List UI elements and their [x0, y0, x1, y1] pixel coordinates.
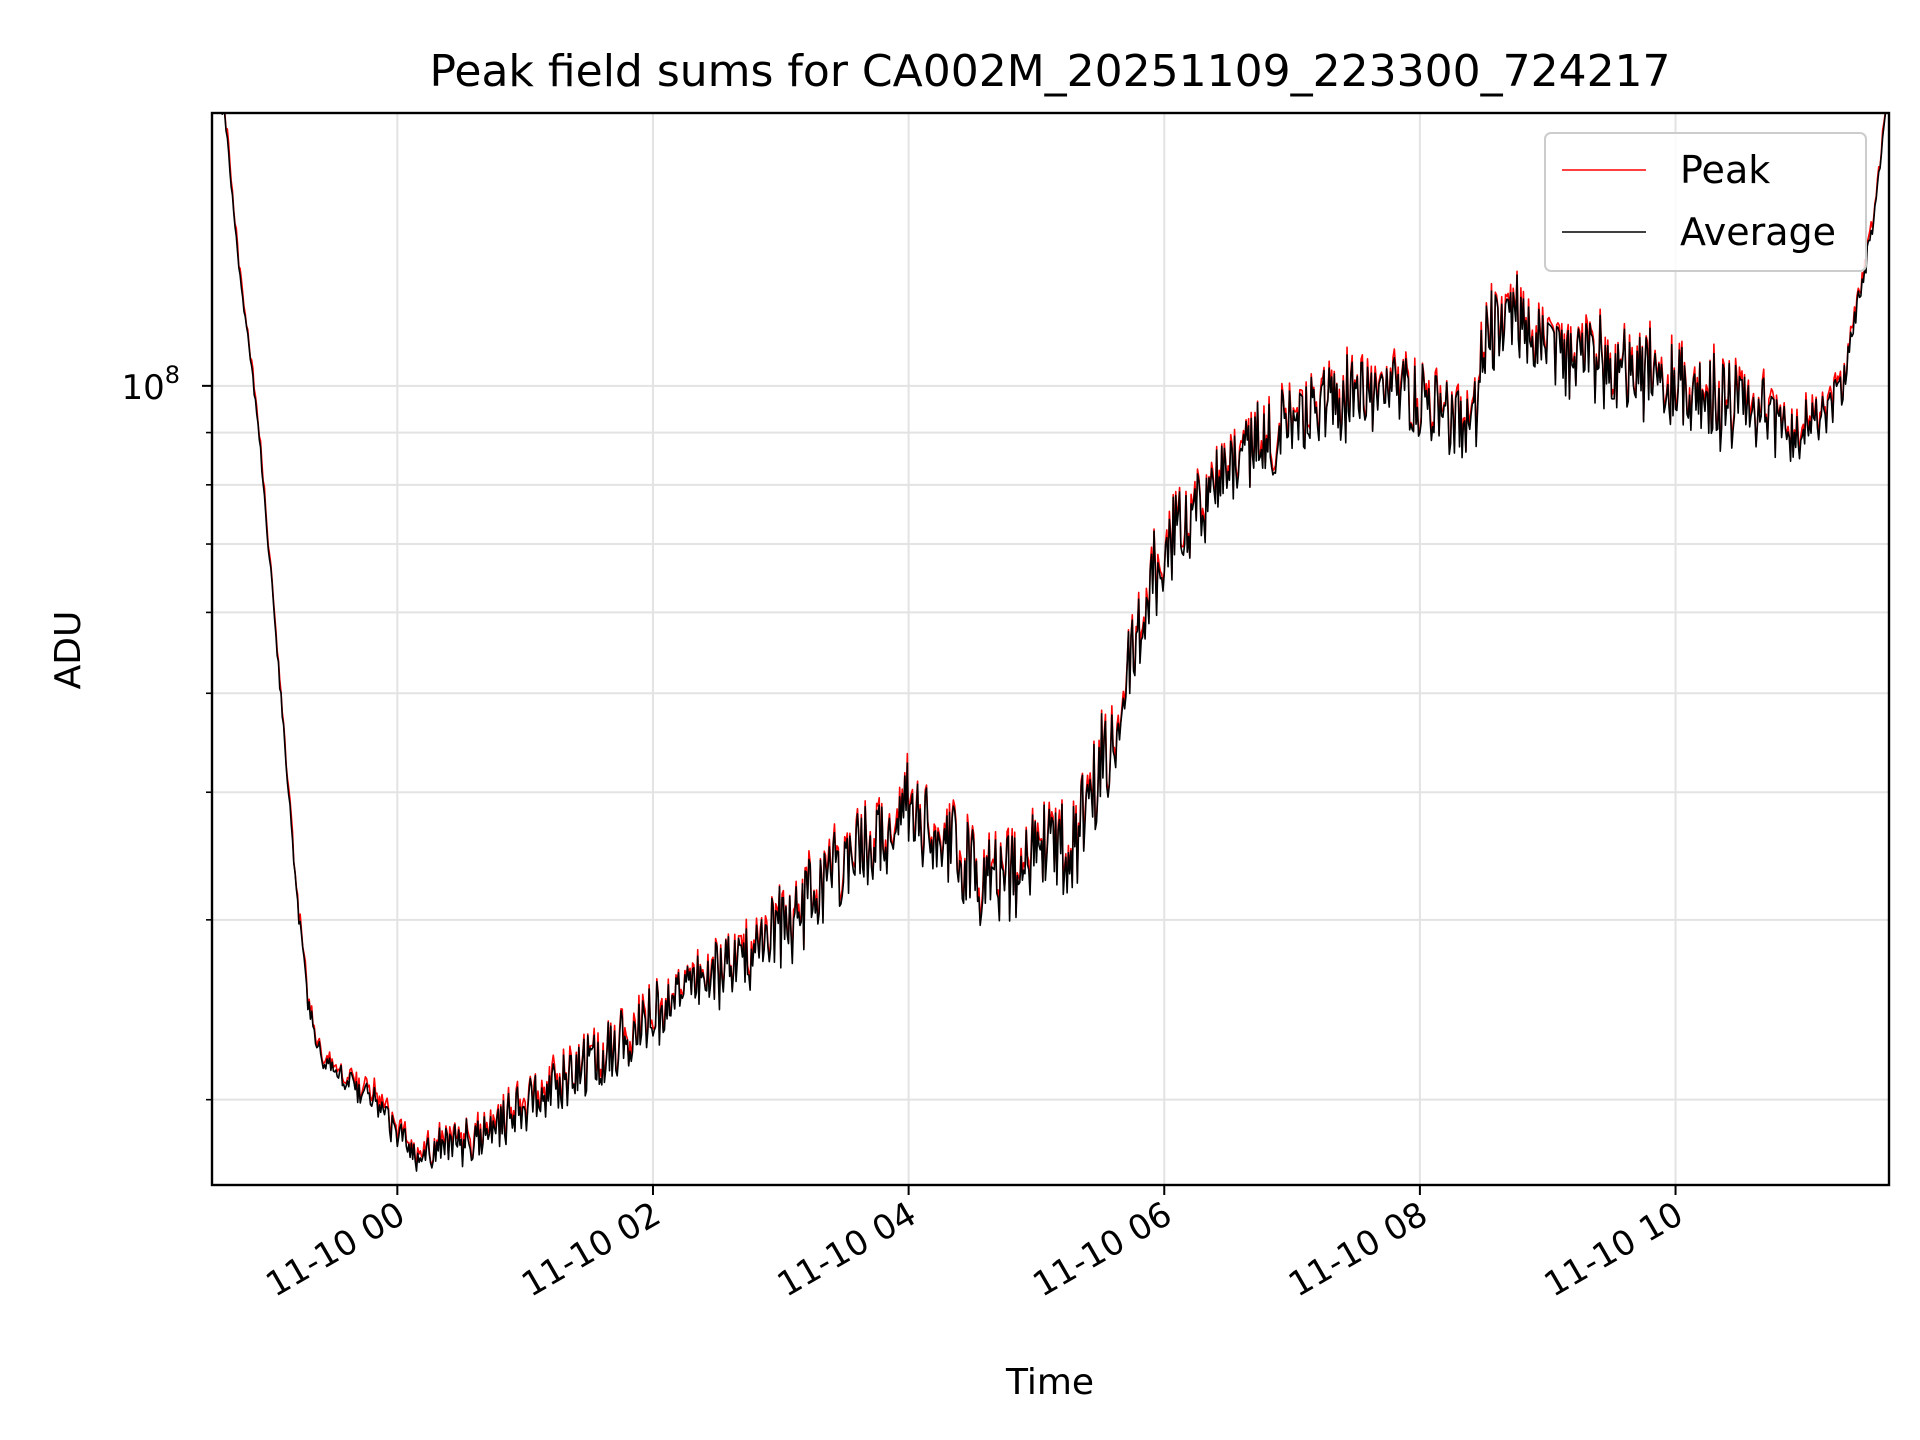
x-axis-label: Time — [1005, 1362, 1094, 1403]
legend-label-peak: Peak — [1680, 148, 1770, 192]
y-tick-label-exponent: 8 — [165, 361, 180, 389]
legend-label-average: Average — [1680, 210, 1836, 254]
legend: Peak Average — [1544, 132, 1867, 272]
series-line-average — [221, 113, 1887, 1172]
y-tick-label-base: 10 — [121, 368, 164, 408]
grid — [212, 113, 1889, 1185]
plot-area — [221, 113, 1887, 1172]
y-axis-label: ADU — [48, 611, 89, 690]
chart-title: Peak field sums for CA002M_20251109_2233… — [429, 46, 1670, 97]
plot-frame — [210, 111, 1891, 1187]
y-tick-label: 108 — [121, 361, 180, 408]
legend-box — [1544, 132, 1867, 272]
